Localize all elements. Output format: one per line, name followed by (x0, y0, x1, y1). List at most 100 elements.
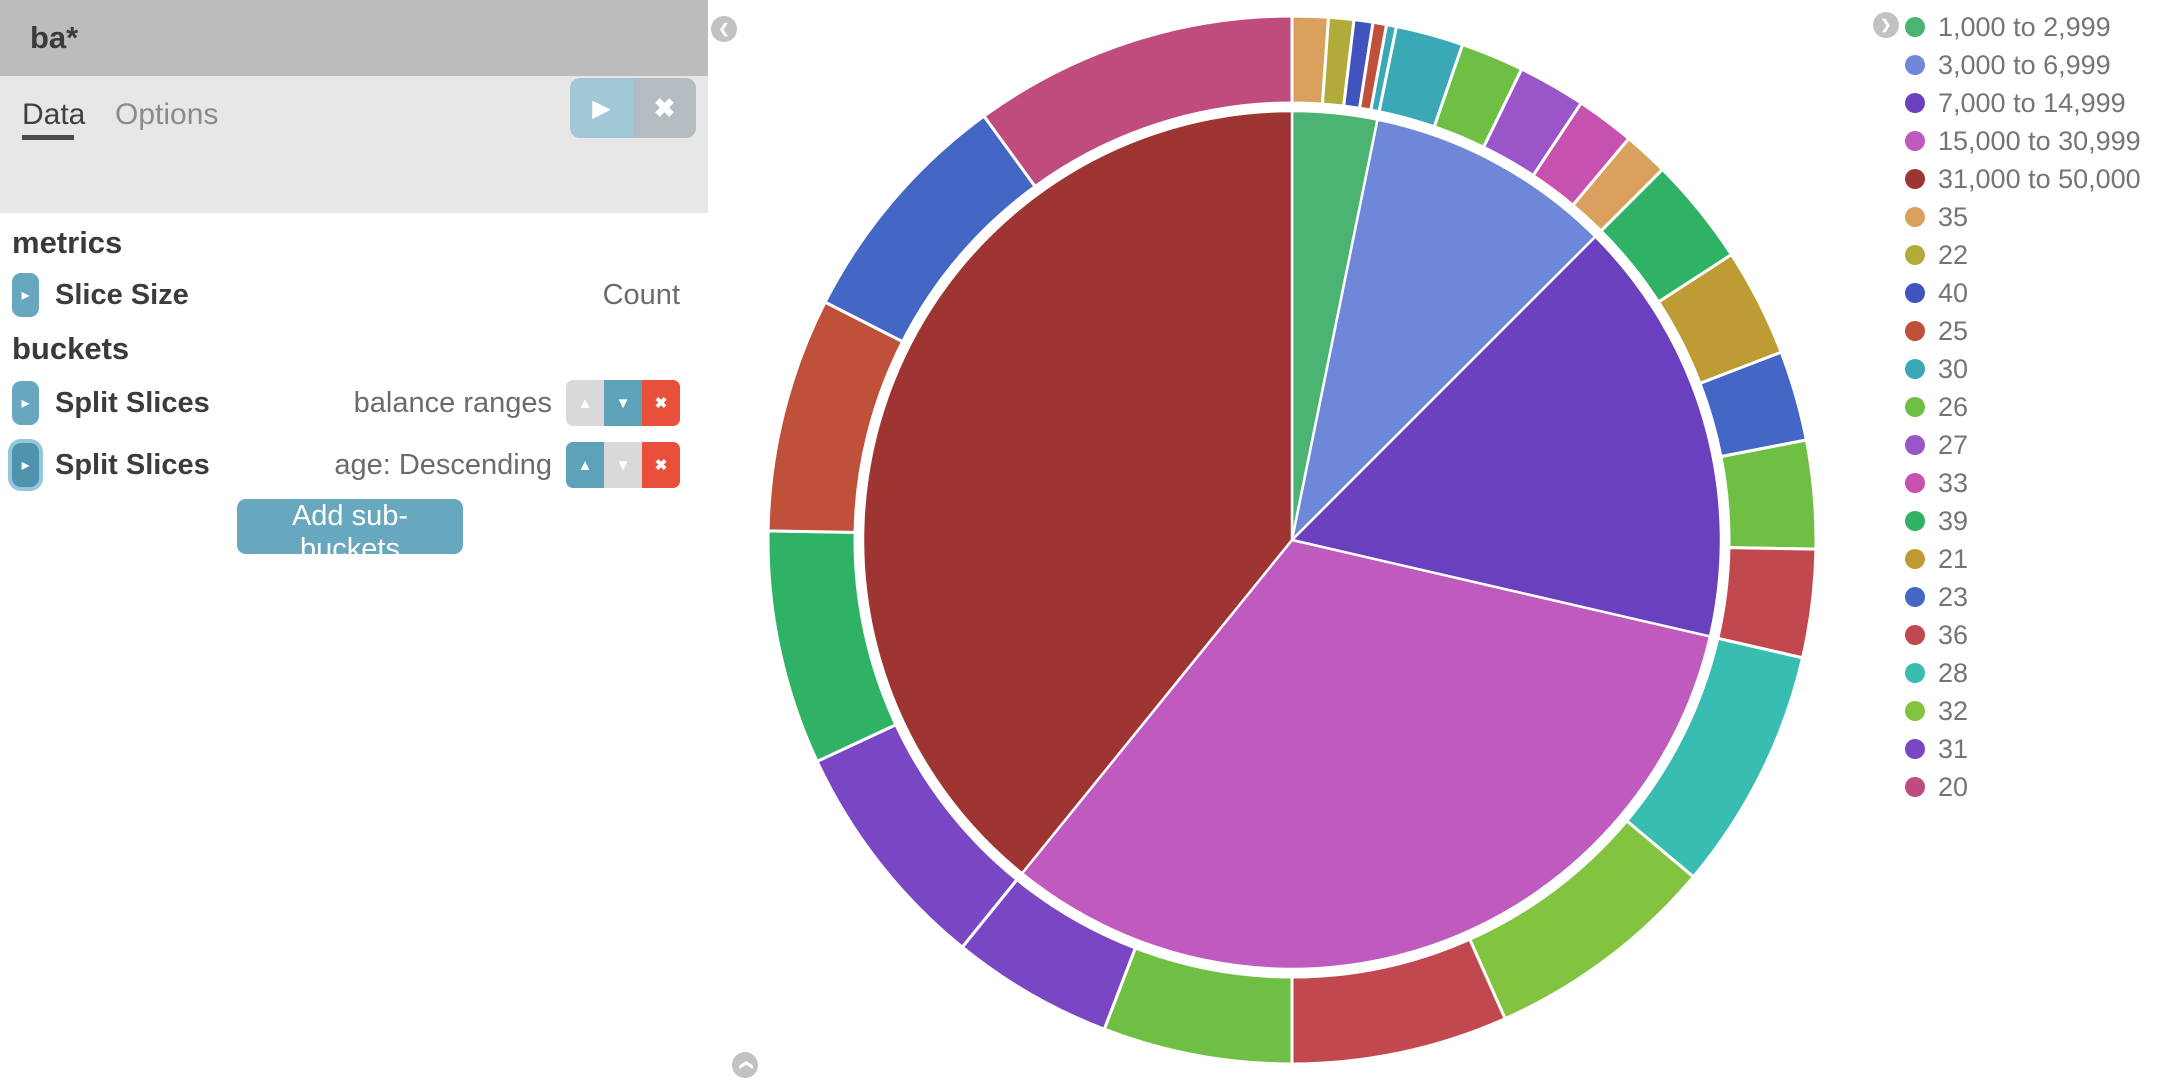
legend-item[interactable]: 3,000 to 6,999 (1905, 50, 2141, 80)
legend-label: 21 (1938, 543, 1969, 574)
legend-item[interactable]: 26 (1905, 392, 2141, 422)
legend-color-dot (1905, 169, 1925, 189)
legend-color-dot (1905, 93, 1925, 113)
legend-item[interactable]: 35 (1905, 202, 2141, 232)
legend-item[interactable]: 15,000 to 30,999 (1905, 126, 2141, 156)
legend-label: 35 (1938, 201, 1969, 232)
close-icon: ✖ (654, 395, 668, 412)
chevron-right-icon: ❯ (1880, 17, 1892, 32)
legend-label: 15,000 to 30,999 (1938, 125, 2141, 156)
arrow-up-icon: ▲ (577, 394, 593, 412)
legend-color-dot (1905, 397, 1925, 417)
pie-slice-3,000 to 6,999[interactable] (1290, 118, 1597, 542)
tab-options[interactable]: Options (115, 98, 219, 131)
legend-item[interactable]: 36 (1905, 620, 2141, 650)
visualization-area: ❮ ❯ ❯ 1,000 to 2,999 3,000 to 6,999 7,000 … (708, 0, 2158, 1088)
move-bucket-down-button[interactable]: ▼ (604, 442, 642, 488)
move-bucket-up-button[interactable]: ▲ (566, 380, 604, 426)
legend-label: 36 (1938, 619, 1969, 650)
legend-color-dot (1905, 739, 1925, 759)
legend-color-dot (1905, 17, 1925, 37)
editor-panel-body: metrics ▸ Slice Size Count buckets ▸ Spl… (0, 213, 708, 1088)
expand-bucket-1-button[interactable]: ▸ (12, 381, 39, 425)
remove-bucket-button[interactable]: ✖ (642, 442, 680, 488)
bucket-2-controls: ▲ ▼ ✖ (566, 442, 680, 488)
legend-label: 39 (1938, 505, 1969, 536)
move-bucket-up-button[interactable]: ▲ (566, 442, 604, 488)
legend-item[interactable]: 25 (1905, 316, 2141, 346)
legend-label: 27 (1938, 429, 1969, 460)
legend-item[interactable]: 31,000 to 50,000 (1905, 164, 2141, 194)
legend-item[interactable]: 40 (1905, 278, 2141, 308)
legend-label: 31,000 to 50,000 (1938, 163, 2141, 194)
pie-chart (766, 14, 1818, 1066)
legend-color-dot (1905, 777, 1925, 797)
add-sub-buckets-button[interactable]: Add sub-buckets (237, 499, 463, 565)
legend-color-dot (1905, 207, 1925, 227)
bucket-2-value: age: Descending (334, 448, 552, 481)
legend-label: 26 (1938, 391, 1969, 422)
legend-color-dot (1905, 131, 1925, 151)
legend-color-dot (1905, 435, 1925, 455)
legend-color-dot (1905, 511, 1925, 531)
pie-slice-7,000 to 14,999[interactable] (1290, 235, 1723, 638)
expand-bucket-2-button[interactable]: ▸ (12, 443, 39, 487)
legend-item[interactable]: 39 (1905, 506, 2141, 536)
legend-item[interactable]: 22 (1905, 240, 2141, 270)
legend-label: 28 (1938, 657, 1969, 688)
move-bucket-down-button[interactable]: ▼ (604, 380, 642, 426)
pie-ring-segment-20[interactable] (982, 14, 1294, 188)
bucket-2-label: Split Slices (55, 448, 210, 481)
metrics-heading: metrics (12, 225, 123, 260)
legend-item[interactable]: 30 (1905, 354, 2141, 384)
discard-changes-button[interactable]: ✖ (633, 78, 696, 138)
legend-item[interactable]: 32 (1905, 696, 2141, 726)
arrow-up-icon: ▲ (577, 456, 593, 474)
legend-label: 31 (1938, 733, 1969, 764)
collapse-sidebar-button[interactable]: ❮ (711, 16, 737, 42)
legend-item[interactable]: 1,000 to 2,999 (1905, 12, 2141, 42)
expand-slice-size-button[interactable]: ▸ (12, 273, 39, 317)
index-pattern-header: ba* (0, 0, 708, 76)
legend-item[interactable]: 28 (1905, 658, 2141, 688)
pie-slice-31,000 to 50,000[interactable] (861, 109, 1294, 875)
legend-label: 25 (1938, 315, 1969, 346)
legend-item[interactable]: 21 (1905, 544, 2141, 574)
legend-label: 23 (1938, 581, 1969, 612)
chevron-right-icon: ▸ (21, 395, 30, 412)
remove-bucket-button[interactable]: ✖ (642, 380, 680, 426)
arrow-down-icon: ▼ (615, 394, 631, 412)
slice-size-row: ▸ Slice Size Count (12, 271, 680, 319)
legend-color-dot (1905, 55, 1925, 75)
buckets-heading: buckets (12, 331, 130, 366)
legend-color-dot (1905, 245, 1925, 265)
legend-color-dot (1905, 587, 1925, 607)
legend-color-dot (1905, 701, 1925, 721)
active-tab-underline (22, 135, 74, 140)
close-icon: ✖ (654, 457, 668, 474)
legend-item[interactable]: 20 (1905, 772, 2141, 802)
close-icon: ✖ (653, 92, 676, 123)
legend-item[interactable]: 33 (1905, 468, 2141, 498)
pie-slice-15,000 to 30,999[interactable] (1020, 538, 1712, 971)
legend-label: 20 (1938, 771, 1969, 802)
legend-label: 40 (1938, 277, 1969, 308)
legend-label: 33 (1938, 467, 1969, 498)
scroll-up-button[interactable]: ❯ (732, 1052, 758, 1078)
legend-item[interactable]: 7,000 to 14,999 (1905, 88, 2141, 118)
legend-item[interactable]: 27 (1905, 430, 2141, 460)
bucket-1-label: Split Slices (55, 386, 210, 419)
pie-ring-segment-26[interactable] (1719, 438, 1818, 551)
split-slices-row-2: ▸ Split Slices age: Descending ▲ ▼ ✖ (12, 441, 680, 489)
legend-item[interactable]: 31 (1905, 734, 2141, 764)
bucket-1-value: balance ranges (353, 386, 552, 419)
legend-item[interactable]: 23 (1905, 582, 2141, 612)
legend-color-dot (1905, 663, 1925, 683)
bucket-1-controls: ▲ ▼ ✖ (566, 380, 680, 426)
legend-label: 3,000 to 6,999 (1938, 49, 2111, 80)
apply-changes-button[interactable]: ▶ (570, 78, 633, 138)
tab-data[interactable]: Data (22, 98, 86, 131)
editor-tab-bar: Data Options ▶ ✖ (0, 76, 708, 213)
legend-label: 32 (1938, 695, 1969, 726)
collapse-legend-button[interactable]: ❯ (1873, 12, 1899, 38)
